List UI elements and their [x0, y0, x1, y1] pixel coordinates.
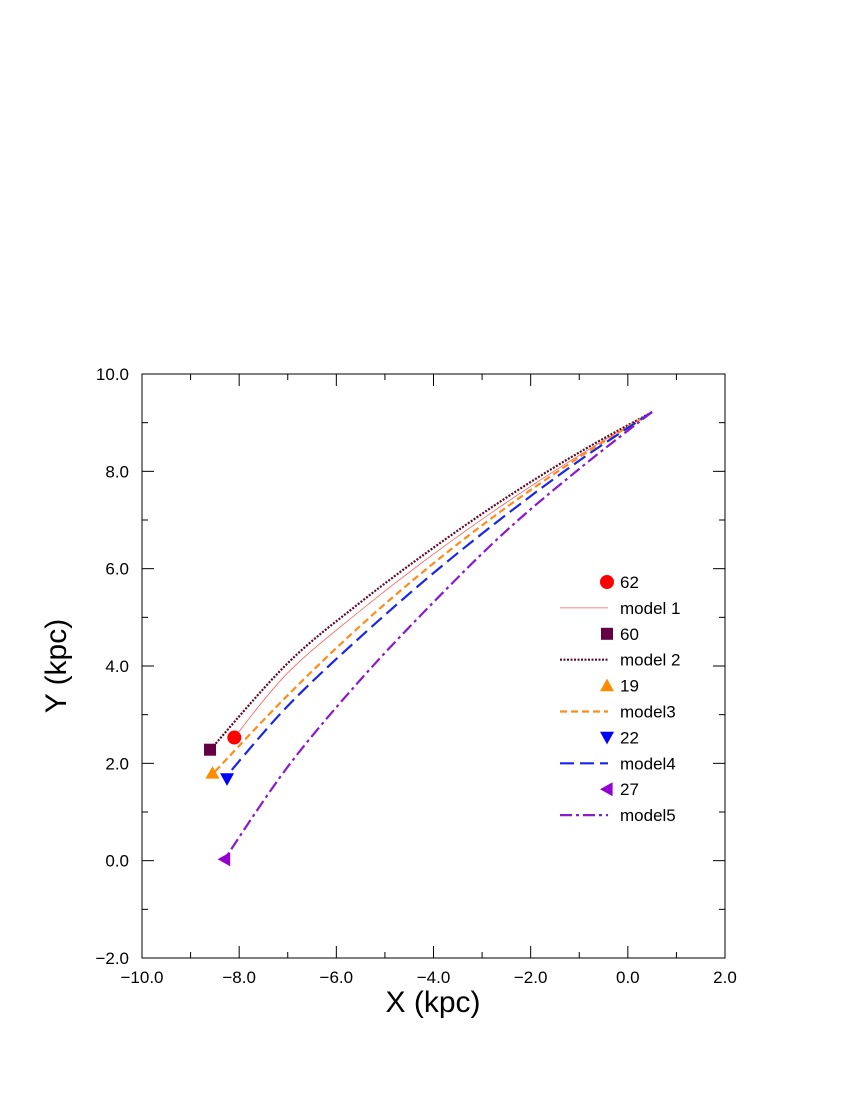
x-tick-label: −6.0: [320, 968, 354, 987]
legend-label: 27: [620, 780, 639, 799]
legend-label: model 1: [620, 599, 680, 618]
legend-marker-19: [600, 678, 614, 692]
series-line-model5: [223, 411, 653, 860]
marker-27: [217, 852, 231, 867]
y-tick-label: 2.0: [105, 754, 129, 773]
x-tick-label: −4.0: [417, 968, 451, 987]
legend-label: 19: [620, 677, 639, 696]
legend-label: model3: [620, 703, 676, 722]
legend-label: 60: [620, 625, 639, 644]
axis-ticks: [141, 373, 726, 959]
series-line-model-2: [211, 411, 653, 749]
x-tick-label: −8.0: [222, 968, 256, 987]
x-tick-labels: −10.0 −8.0 −6.0 −4.0 −2.0 0.0 2.0: [120, 968, 736, 987]
x-tick-label: 2.0: [713, 968, 737, 987]
data-markers: [204, 730, 242, 867]
legend-marker-60: [601, 627, 613, 640]
y-tick-label: 8.0: [105, 462, 129, 481]
series-line-model4: [226, 411, 653, 777]
x-tick-label: −10.0: [120, 968, 163, 987]
y-tick-labels: −2.0 0.0 2.0 4.0 6.0 8.0 10.0: [95, 365, 129, 968]
legend-label: model 2: [620, 651, 680, 670]
legend-label: model4: [620, 754, 676, 773]
y-tick-label: 6.0: [105, 560, 129, 579]
y-tick-label: −2.0: [95, 949, 129, 968]
legend-label: 62: [620, 573, 639, 592]
legend-marker-22: [600, 731, 614, 745]
marker-60: [204, 743, 217, 756]
x-tick-label: 0.0: [616, 968, 640, 987]
y-axis-label: Y (kpc): [40, 619, 73, 713]
series-line-model3: [214, 411, 653, 773]
x-axis-label: X (kpc): [385, 986, 480, 1019]
marker-22: [220, 773, 235, 786]
legend-marker-62: [600, 575, 614, 589]
marker-62: [227, 730, 242, 745]
legend: 62 model 1 60 model 2 19 model3 22 model4 27 mode…: [560, 573, 680, 825]
y-tick-label: 0.0: [105, 852, 129, 871]
y-tick-label: 4.0: [105, 657, 129, 676]
legend-label: 22: [620, 728, 639, 747]
x-tick-label: −2.0: [514, 968, 548, 987]
legend-label: model5: [620, 806, 676, 825]
series-lines: [211, 411, 653, 860]
legend-marker-27: [600, 782, 613, 797]
series-line-model-1: [233, 411, 653, 738]
y-tick-label: 10.0: [96, 365, 129, 384]
marker-19: [205, 766, 220, 779]
